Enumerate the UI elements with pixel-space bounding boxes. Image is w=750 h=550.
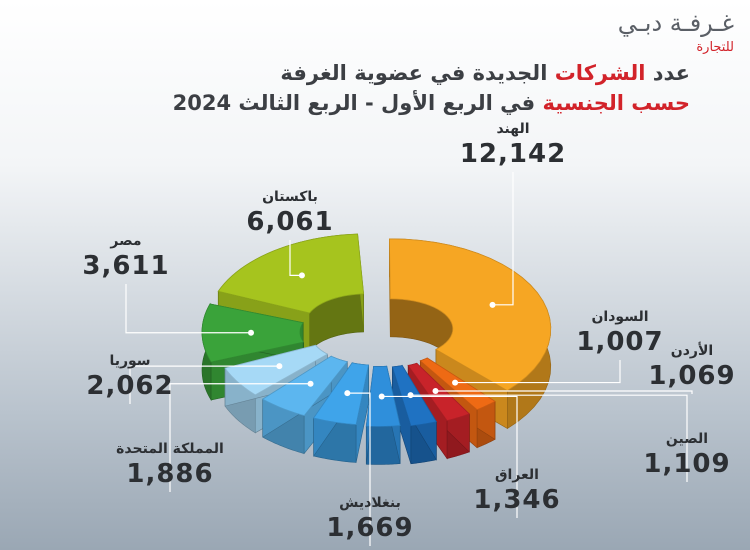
slice-label: بنغلاديش 1,669 <box>290 494 450 544</box>
slice-2-top <box>407 362 471 422</box>
leader-line <box>169 383 311 492</box>
slice-label-name: المملكة المتحدة <box>116 441 224 457</box>
slice-label: باكستان 6,061 <box>210 188 370 238</box>
slice-0-top <box>389 238 552 392</box>
slice-label: المملكة المتحدة 1,886 <box>90 440 250 490</box>
slice-label-name: العراق <box>495 467 539 483</box>
slice-label-name: بنغلاديش <box>339 495 401 511</box>
slice-label-value: 2,062 <box>86 371 174 401</box>
title-line-2: حسب الجنسية في الربع الأول - الربع الثال… <box>172 91 690 115</box>
slice-label-value: 1,069 <box>648 361 736 391</box>
slice-label-value: 12,142 <box>459 139 567 169</box>
slice-label-name: الصين <box>665 431 709 447</box>
slice-label: مصر 3,611 <box>46 232 206 282</box>
logo: غـرفـة دبـي للتجارة <box>544 8 734 56</box>
leader-dot <box>307 380 314 387</box>
slice-label-value: 1,669 <box>326 513 414 543</box>
leader-line <box>289 240 302 277</box>
leader-line <box>129 365 280 404</box>
leader-dot <box>344 390 351 397</box>
slice-label-value: 1,109 <box>643 449 731 479</box>
leader-line <box>492 172 514 306</box>
slice-label: الصين 1,109 <box>607 430 750 480</box>
slice-label-value: 1,886 <box>126 459 214 489</box>
slice-label-name: مصر <box>110 233 142 249</box>
slice-label: السودان 1,007 <box>540 308 700 358</box>
leader-line <box>435 390 693 394</box>
slice-label: العراق 1,346 <box>437 466 597 516</box>
slice-6-top <box>261 355 348 417</box>
slice-label-value: 3,611 <box>82 251 170 281</box>
slice-label-name: السودان <box>591 309 649 325</box>
leader-dot <box>489 301 496 308</box>
slice-label-name: الأردن <box>670 343 714 359</box>
slice-5-top <box>313 362 370 425</box>
logo-subtitle: للتجارة <box>696 40 734 55</box>
leader-line <box>410 394 688 482</box>
slice-label-name: سوريا <box>109 353 151 369</box>
leader-line <box>455 360 621 384</box>
slice-label-value: 1,346 <box>473 485 561 515</box>
leader-line <box>347 392 371 546</box>
slice-label-value: 1,007 <box>576 327 664 357</box>
logo-text: غـرفـة دبـي <box>617 9 734 37</box>
leader-dot <box>432 387 439 394</box>
slice-label-name: الهند <box>496 121 530 137</box>
slice-label: الأردن 1,069 <box>612 342 750 392</box>
leader-dot <box>248 329 255 336</box>
slice-9-top <box>217 233 365 314</box>
leader-dot <box>298 272 305 279</box>
chart-title: عدد الشركات الجديدة في عضوية الغرفة حسب … <box>90 58 690 118</box>
leader-dot <box>378 393 385 400</box>
slice-label: الهند 12,142 <box>433 120 593 170</box>
leader-dot <box>407 392 414 399</box>
slice-label-name: باكستان <box>262 189 318 205</box>
slice-7-top <box>224 344 329 396</box>
slice-label-value: 6,061 <box>246 207 334 237</box>
leader-line <box>381 395 518 518</box>
leader-line <box>125 284 252 334</box>
slice-label: سوريا 2,062 <box>50 352 210 402</box>
leader-dot <box>276 363 283 370</box>
title-line-1: عدد الشركات الجديدة في عضوية الغرفة <box>280 61 690 85</box>
leader-dot <box>452 379 459 386</box>
